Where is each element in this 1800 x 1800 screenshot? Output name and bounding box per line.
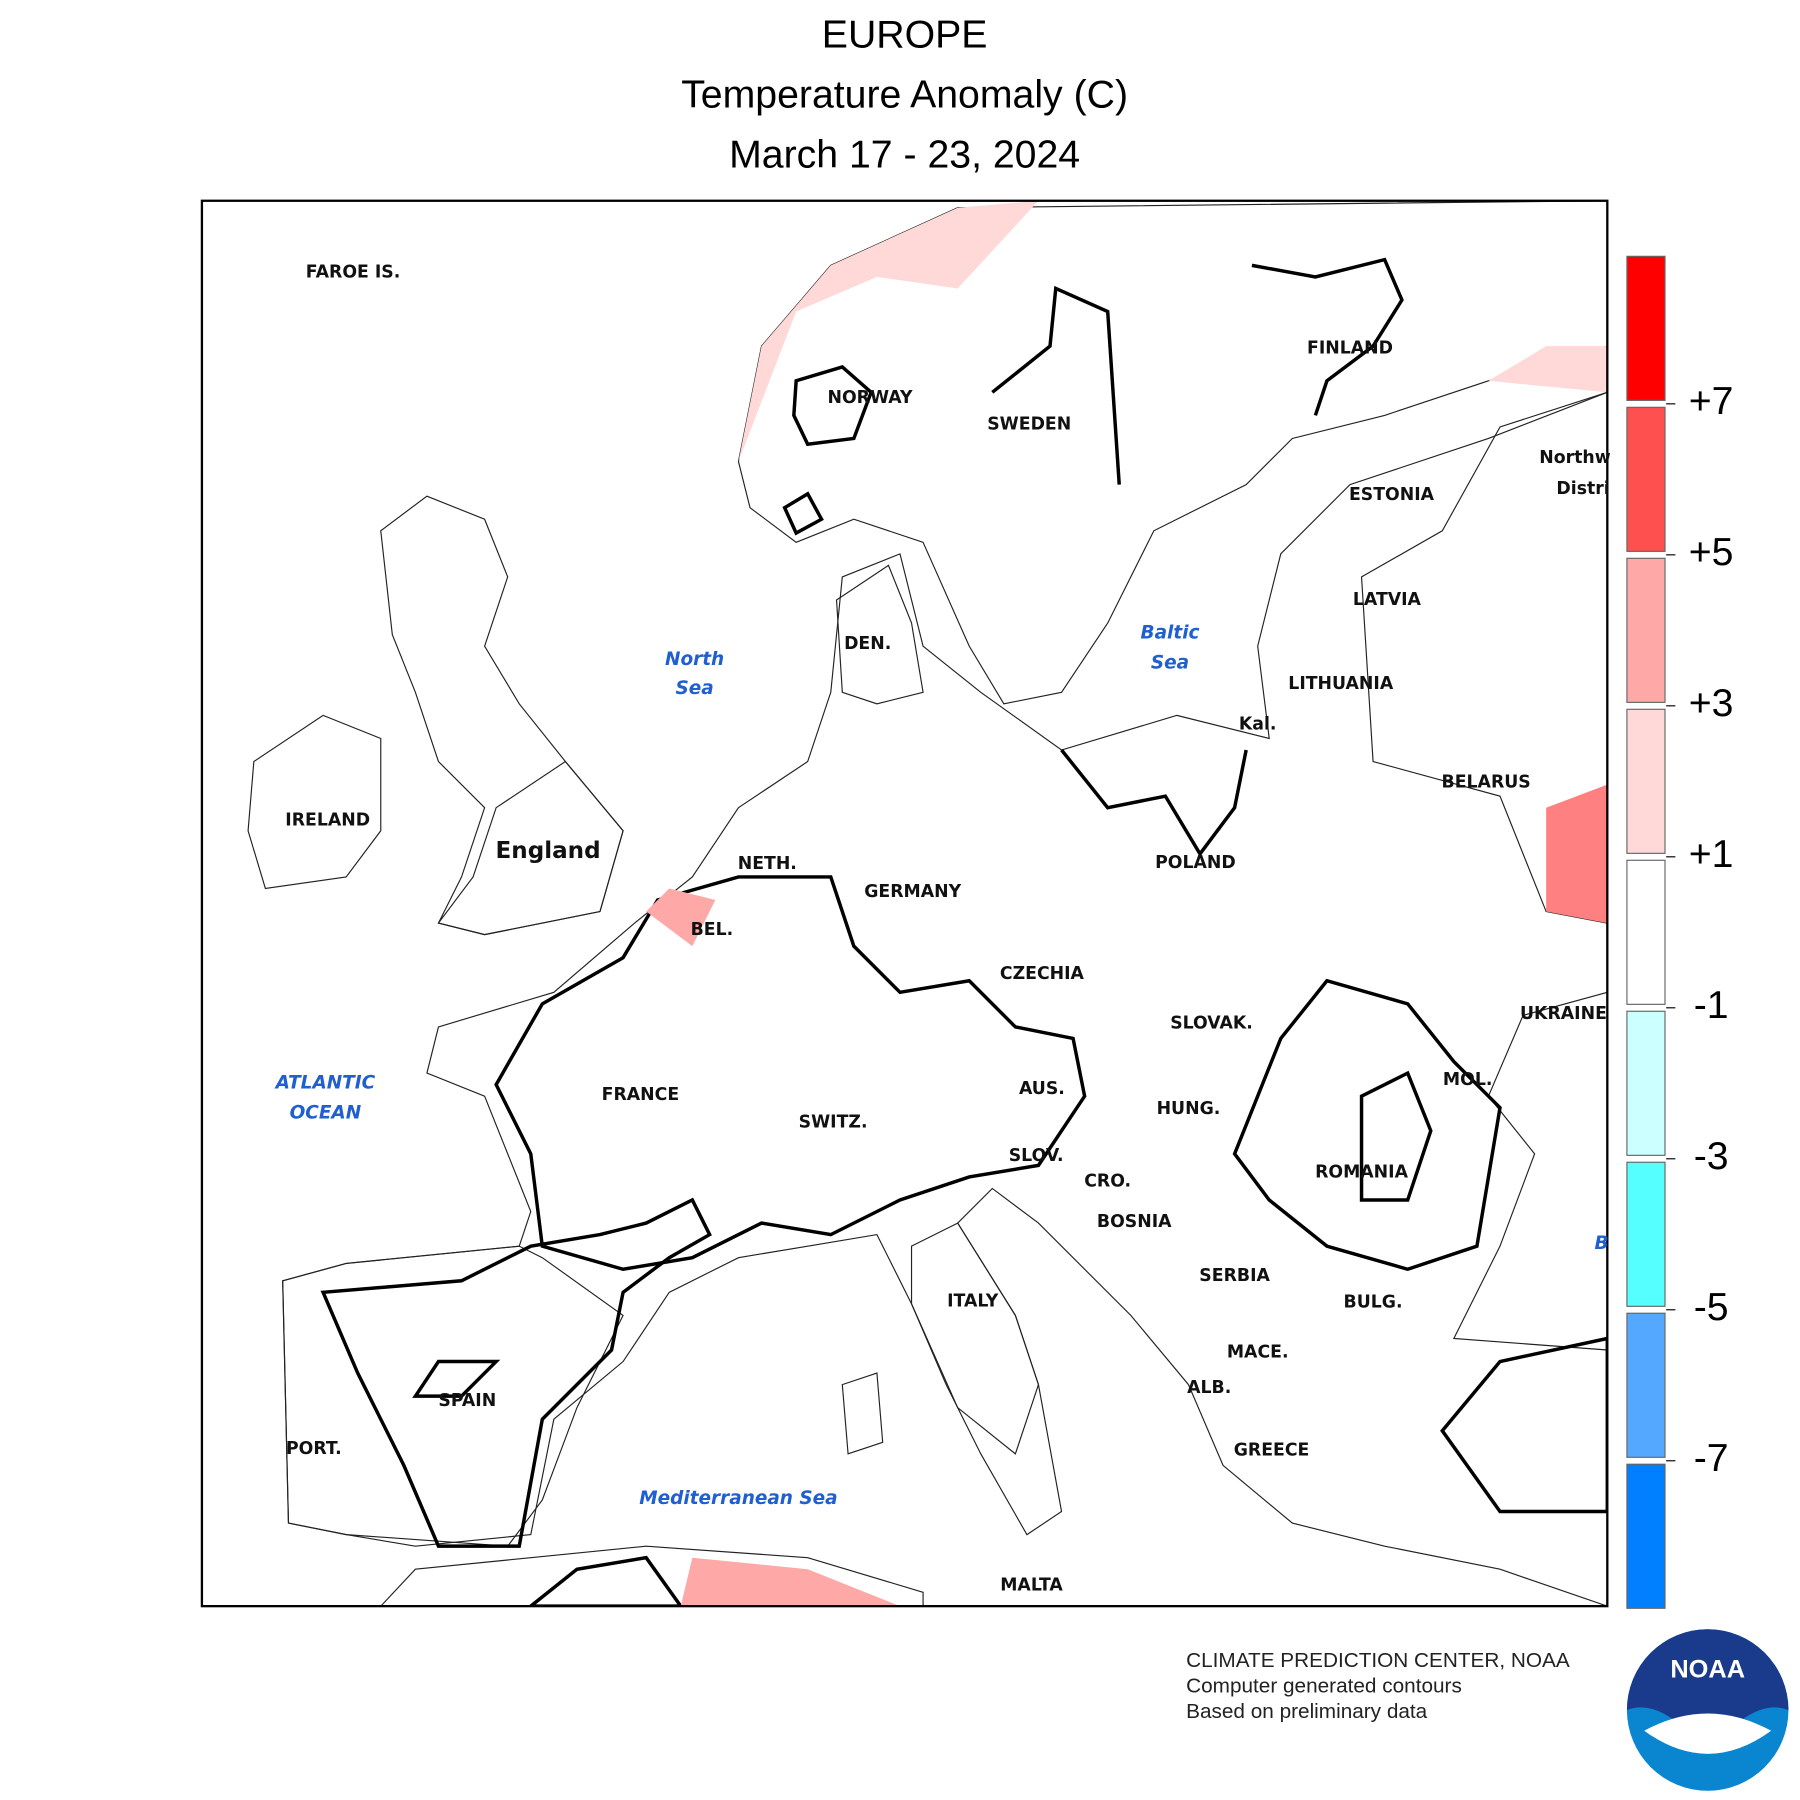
place-label: SWEDEN <box>987 415 1071 435</box>
place-label: NETH. <box>738 854 797 874</box>
place-label: FRANCE <box>602 1085 680 1105</box>
place-labels: FAROE IS. NORWAY SWEDEN FINLAND ESTONIA LATVI… <box>274 262 1611 1595</box>
place-label: ROMANIA <box>1315 1162 1409 1182</box>
legend-tick-label: +5 <box>1689 530 1734 574</box>
sea-label: Sea <box>1151 652 1189 673</box>
place-label: DEN. <box>844 634 891 654</box>
place-label: FINLAND <box>1307 338 1393 358</box>
sea-label: ATLANTIC <box>274 1072 376 1093</box>
place-label: BOSNIA <box>1097 1212 1172 1232</box>
place-label: SLOV. <box>1009 1146 1064 1166</box>
legend-bin <box>1626 557 1666 703</box>
legend-bin <box>1626 1312 1666 1458</box>
map <box>201 200 1608 1607</box>
title: EUROPE <box>822 12 988 56</box>
place-label: ESTONIA <box>1349 485 1435 505</box>
legend-bin <box>1626 255 1666 401</box>
legend-bin <box>1626 859 1666 1005</box>
place-label: LATVIA <box>1353 590 1422 610</box>
legend-bin <box>1626 1010 1666 1156</box>
place-label: GREECE <box>1234 1440 1310 1460</box>
place-label: POLAND <box>1155 853 1236 873</box>
place-label: BEL. <box>691 920 734 940</box>
credit: CLIMATE PREDICTION CENTER, NOAA <box>1186 1649 1570 1672</box>
legend-tick-label: -7 <box>1694 1436 1729 1480</box>
subtitle: Temperature Anomaly (C) <box>681 72 1128 116</box>
place-label: MOL. <box>1443 1070 1493 1090</box>
legend-tick-label: -1 <box>1694 983 1729 1027</box>
place-label: NORWAY <box>827 388 913 408</box>
place-label: IRELAND <box>285 810 370 830</box>
place-label: SWITZ. <box>799 1113 868 1133</box>
logo-text: NOAA <box>1670 1655 1745 1683</box>
legend-tick-label: -5 <box>1694 1285 1729 1329</box>
date-range: March 17 - 23, 2024 <box>729 132 1080 176</box>
legend-tick-label: +1 <box>1689 832 1734 876</box>
legend-bin <box>1626 406 1666 552</box>
place-label: AUS. <box>1019 1079 1065 1099</box>
legend-bin <box>1626 1463 1666 1609</box>
place-label: MACE. <box>1227 1342 1289 1362</box>
place-label: ITALY <box>947 1292 999 1312</box>
place-label: CZECHIA <box>1000 964 1085 984</box>
sea-label: North <box>665 649 724 670</box>
place-label: CRO. <box>1084 1172 1131 1192</box>
noaa-logo: NOAA <box>1626 1629 1789 1791</box>
place-label: PORT. <box>286 1439 342 1459</box>
place-label: BELARUS <box>1442 772 1531 792</box>
place-label: FAROE IS. <box>306 262 401 282</box>
map-frame <box>200 199 1609 1608</box>
place-label: GERMANY <box>864 882 961 902</box>
place-label: SERBIA <box>1199 1266 1270 1286</box>
legend-bin <box>1626 1161 1666 1307</box>
place-label: Kal. <box>1239 715 1277 735</box>
place-label: BULG. <box>1344 1293 1403 1313</box>
legend-bin <box>1626 708 1666 854</box>
credit: Computer generated contours <box>1186 1674 1462 1697</box>
place-label: SLOVAK. <box>1170 1013 1253 1033</box>
place-label: Northw <box>1539 448 1610 468</box>
sea-label: B <box>1594 1233 1608 1254</box>
credit: Based on preliminary data <box>1186 1700 1428 1723</box>
place-label: SPAIN <box>438 1391 496 1411</box>
sea-label: Mediterranean Sea <box>639 1488 837 1509</box>
sea-label: Sea <box>675 678 713 699</box>
place-label: England <box>496 838 601 864</box>
legend-tick-label: -3 <box>1694 1134 1729 1178</box>
place-label: ALB. <box>1187 1378 1231 1398</box>
place-label: Distri <box>1556 479 1609 499</box>
place-label: MALTA <box>1000 1575 1063 1595</box>
sea-label: Baltic <box>1141 622 1200 643</box>
place-label: LITHUANIA <box>1288 674 1394 694</box>
place-label: HUNG. <box>1157 1099 1221 1119</box>
legend-tick-label: +7 <box>1689 379 1734 423</box>
sea-label: OCEAN <box>290 1102 362 1123</box>
legend: +7 +5 +3 +1 -1 -3 -5 -7 <box>1626 255 1734 1609</box>
legend-tick-label: +3 <box>1689 681 1734 725</box>
place-label: UKRAINE <box>1520 1004 1607 1024</box>
